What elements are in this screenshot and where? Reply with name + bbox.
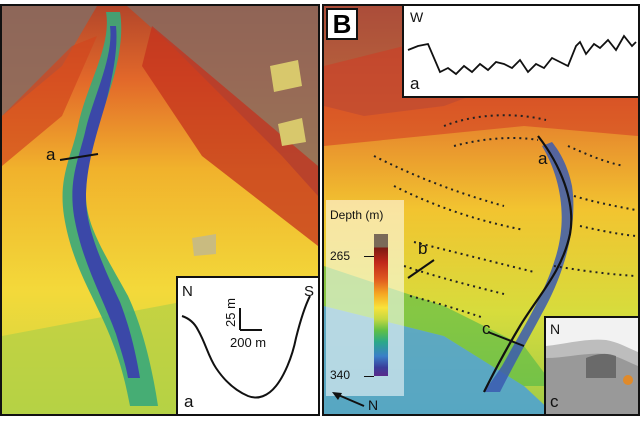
- dotted-lineations: [373, 114, 637, 319]
- tick-265: [364, 256, 374, 257]
- background-relief-left: [2, 6, 97, 116]
- profile-line-a: [59, 153, 99, 161]
- panel-b-bathymetry: B W a a b c Depth (m) 265 340 N N c: [322, 4, 640, 416]
- profile-line-b: [407, 259, 435, 279]
- inset-west-label: W: [410, 9, 424, 25]
- map-label-c: c: [482, 319, 491, 338]
- profile-a-curve: [181, 295, 311, 399]
- scale-horizontal-label: 200 m: [230, 335, 267, 350]
- north-label: N: [368, 397, 379, 413]
- profile-line-c: [487, 331, 525, 347]
- inset-label-a-b: a: [410, 74, 420, 93]
- inset-north-label: N: [182, 283, 193, 300]
- profile-w-curve: [407, 34, 637, 76]
- flat-patch-1: [270, 60, 302, 92]
- echogram-image: [546, 318, 638, 414]
- map-label-b: b: [418, 239, 428, 258]
- depth-colorbar: [374, 234, 388, 376]
- channel-b-axis: [483, 135, 573, 393]
- profile-inset-a: N S 25 m 200 m a: [176, 276, 318, 414]
- echogram-inset-c: N c: [544, 316, 638, 414]
- tick-label-340: 340: [330, 368, 351, 382]
- inset-south-label: S: [303, 283, 314, 300]
- steep-slope-left: [2, 36, 97, 166]
- profile-inset-w: W a: [402, 6, 638, 98]
- echogram-label-c: c: [550, 392, 559, 411]
- tick-label-265: 265: [330, 249, 351, 263]
- inset-label-a: a: [184, 392, 194, 411]
- echogram-north-label: N: [550, 321, 561, 337]
- channel-thalweg: [72, 26, 140, 378]
- map-label-a: a: [538, 149, 548, 168]
- flat-patch-2: [278, 118, 306, 146]
- legend-title: Depth (m): [330, 208, 384, 222]
- tick-340: [364, 376, 374, 377]
- background-relief-right: [127, 6, 318, 196]
- panel-letter-b: B: [326, 8, 358, 40]
- profile-label-a: a: [46, 145, 56, 164]
- depth-legend: Depth (m) 265 340: [326, 200, 404, 396]
- scale-vertical-label: 25 m: [222, 298, 238, 327]
- north-arrow-icon: [332, 392, 365, 407]
- steep-slope-right: [142, 26, 318, 246]
- flat-patch-3: [192, 234, 216, 256]
- channel-outer: [62, 12, 158, 406]
- panel-a-bathymetry: a N S 25 m 200 m a: [0, 4, 320, 416]
